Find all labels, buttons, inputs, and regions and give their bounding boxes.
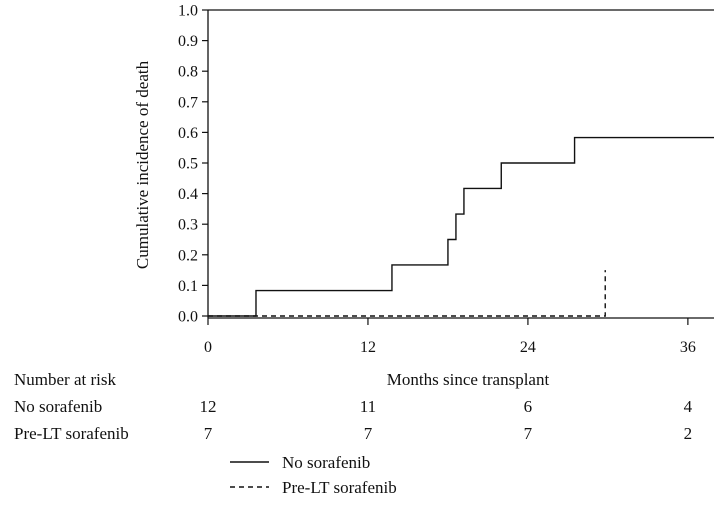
y-tick-label: 0.5 [178, 156, 198, 173]
legend-label: No sorafenib [282, 453, 370, 472]
risk-count: 7 [204, 424, 213, 443]
risk-count: 2 [684, 424, 693, 443]
y-tick-label: 0.7 [178, 94, 198, 111]
series-line-pre-lt-sorafenib [208, 270, 606, 317]
y-axis-ticks: 0.0 0.1 0.2 0.3 0.4 0.5 0.6 0.7 0.8 0.9 1.0 [178, 3, 208, 326]
y-tick-label: 0.4 [178, 186, 198, 203]
series-line-no-sorafenib [208, 136, 714, 317]
risk-table: No sorafenib12116411Pre-LT sorafenib7772… [14, 397, 693, 443]
x-tick-label: 12 [360, 339, 376, 356]
x-tick-label: 36 [680, 339, 696, 356]
y-tick-label: 0.3 [178, 217, 198, 234]
risk-row-label: No sorafenib [14, 397, 102, 416]
x-axis-label: Months since transplant [387, 370, 550, 389]
y-tick-label: 0.8 [178, 64, 198, 81]
risk-count: 6 [524, 397, 533, 416]
y-axis-label: Cumulative incidence of death [133, 60, 152, 269]
x-tick-label: 0 [204, 339, 212, 356]
risk-count: 7 [364, 424, 373, 443]
x-axis-ticks: 01224364860 [204, 318, 696, 356]
risk-count: 4 [684, 397, 693, 416]
legend-label: Pre-LT sorafenib [282, 478, 397, 497]
y-tick-label: 0.6 [178, 125, 198, 142]
y-tick-label: 1.0 [178, 3, 198, 20]
risk-table-header: Number at risk [14, 370, 116, 389]
plot-frame [207, 9, 714, 319]
risk-row-label: Pre-LT sorafenib [14, 424, 129, 443]
y-tick-label: 0.0 [178, 309, 198, 326]
risk-count: 11 [360, 397, 376, 416]
legend: No sorafenib Pre-LT sorafenib [230, 453, 397, 497]
y-tick-label: 0.9 [178, 33, 198, 50]
risk-count: 12 [200, 397, 217, 416]
series-layer [208, 136, 714, 317]
y-tick-label: 0.2 [178, 247, 198, 264]
y-tick-label: 0.1 [178, 278, 198, 295]
x-tick-label: 24 [520, 339, 536, 356]
risk-count: 7 [524, 424, 533, 443]
